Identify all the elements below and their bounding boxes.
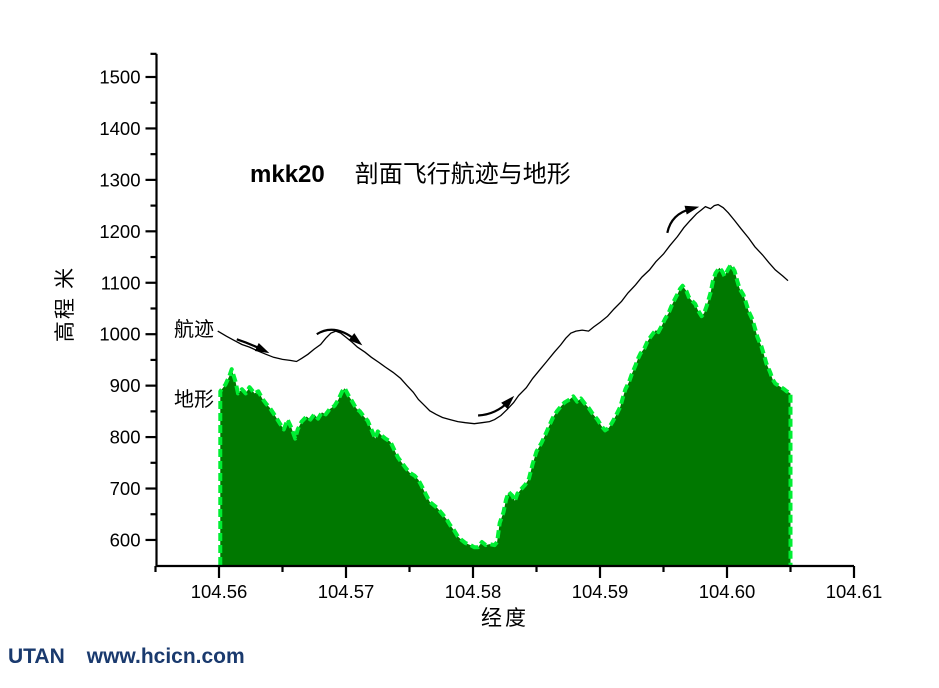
x-tick-label: 104.58: [445, 581, 502, 602]
x-tick-label: 104.61: [826, 581, 883, 602]
watermark: UTAN www.hcicn.com: [8, 645, 245, 669]
y-tick-label: 1200: [99, 221, 140, 242]
y-tick-label: 1300: [99, 169, 140, 190]
y-tick-label: 1500: [99, 67, 140, 88]
watermark-brand: UTAN: [8, 645, 65, 668]
y-tick-label: 1000: [99, 324, 140, 345]
trajectory-series-label: 航迹: [174, 319, 214, 341]
y-tick-label: 1100: [101, 272, 141, 293]
trajectory-arrowhead-1: [254, 342, 270, 354]
x-axis-label: 经度: [481, 606, 529, 630]
x-tick-label: 104.56: [191, 581, 248, 602]
y-tick-label: 900: [110, 375, 141, 396]
x-tick-label: 104.57: [318, 581, 375, 602]
y-tick-label: 1400: [99, 118, 140, 139]
chart-title: mkk20 剖面飞行航迹与地形: [250, 154, 571, 189]
x-tick-label: 104.60: [699, 581, 756, 602]
x-tick-label: 104.59: [572, 581, 629, 602]
trajectory-arrowhead-3: [501, 395, 515, 410]
y-tick-label: 800: [110, 427, 141, 448]
trajectory-arrowhead-2: [348, 333, 363, 346]
chart-title-code: mkk20: [250, 161, 325, 188]
terrain-series-label: 地形: [174, 389, 214, 411]
watermark-url: www.hcicn.com: [86, 645, 245, 668]
y-tick-label: 700: [110, 478, 141, 499]
y-tick-label: 600: [110, 529, 141, 550]
trajectory-arrowhead-4: [684, 205, 700, 215]
trajectory-line: [217, 203, 789, 425]
terrain-area: [220, 264, 791, 565]
y-axis-label: 高程 米: [53, 265, 77, 343]
chart-title-text: 剖面飞行航迹与地形: [354, 162, 571, 188]
terrain-outline: [218, 262, 793, 566]
